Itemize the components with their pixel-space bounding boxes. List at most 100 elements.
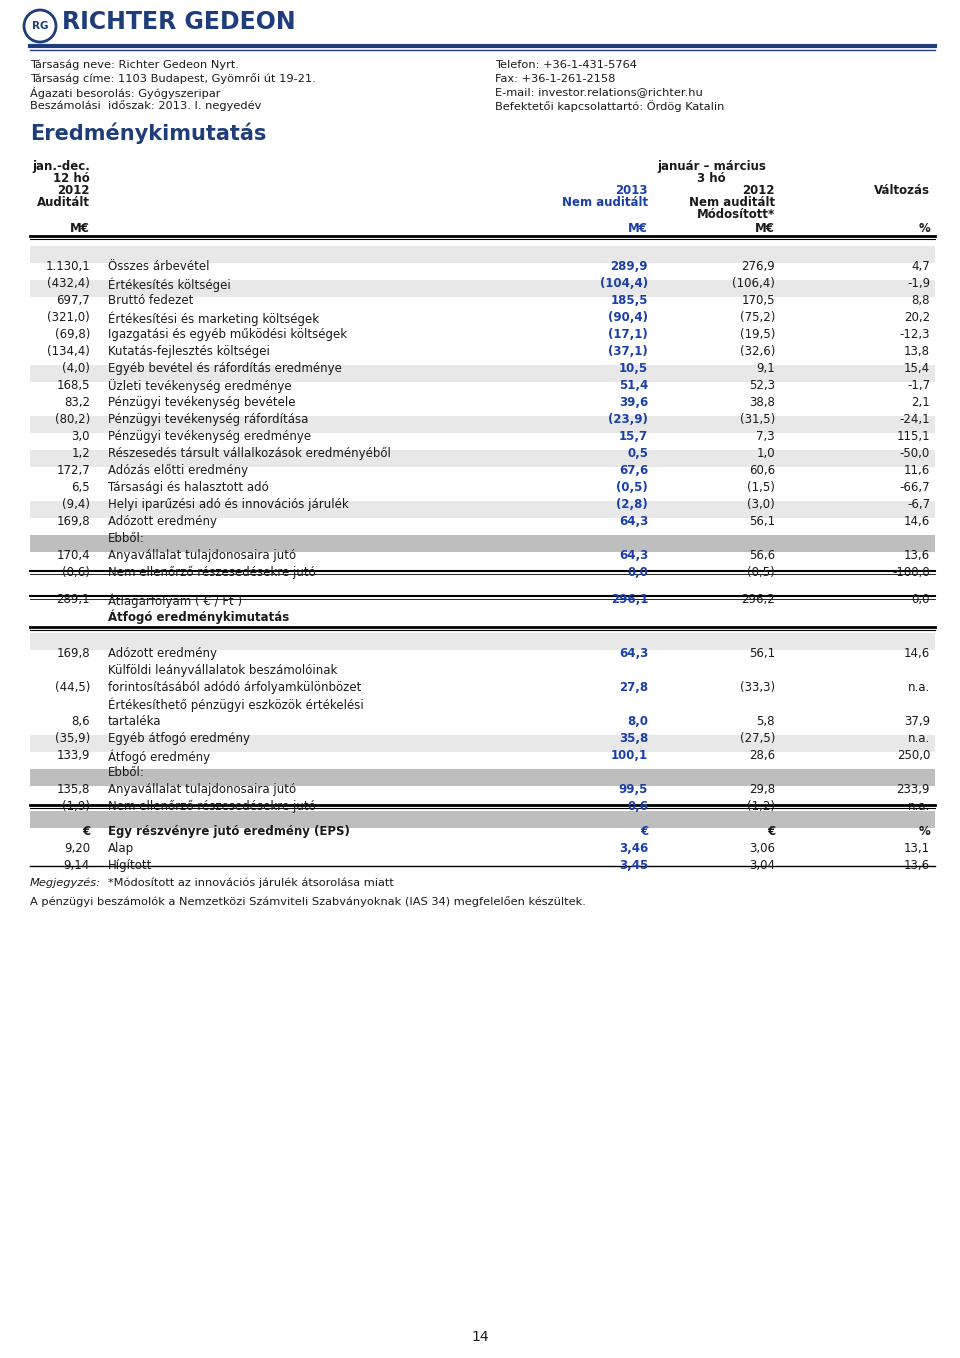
Text: 0,0: 0,0 xyxy=(627,566,648,579)
Text: -100,0: -100,0 xyxy=(892,566,930,579)
Text: (134,4): (134,4) xyxy=(47,345,90,359)
Text: 5,8: 5,8 xyxy=(756,716,775,728)
Text: Egy részvényre jutó eredmény (EPS): Egy részvényre jutó eredmény (EPS) xyxy=(108,826,349,838)
Text: -1,7: -1,7 xyxy=(907,379,930,392)
Text: 2012: 2012 xyxy=(58,183,90,197)
Text: 2012: 2012 xyxy=(742,183,775,197)
Text: (23,9): (23,9) xyxy=(608,413,648,426)
Text: 170,5: 170,5 xyxy=(741,293,775,307)
Text: 233,9: 233,9 xyxy=(897,784,930,796)
Text: €: € xyxy=(640,826,648,838)
Text: 8,6: 8,6 xyxy=(71,716,90,728)
Text: 28,6: 28,6 xyxy=(749,750,775,762)
Bar xyxy=(30,501,935,517)
Text: 276,9: 276,9 xyxy=(741,259,775,273)
Text: 135,8: 135,8 xyxy=(57,784,90,796)
Text: 296,2: 296,2 xyxy=(741,593,775,606)
Text: 27,8: 27,8 xyxy=(619,680,648,694)
Text: 56,6: 56,6 xyxy=(749,549,775,562)
Text: 169,8: 169,8 xyxy=(57,515,90,528)
Text: Pénzügyi tevékenység eredménye: Pénzügyi tevékenység eredménye xyxy=(108,430,311,443)
Text: Pénzügyi tevékenység ráfordítása: Pénzügyi tevékenység ráfordítása xyxy=(108,413,308,426)
Text: 9,20: 9,20 xyxy=(64,842,90,856)
Text: 83,2: 83,2 xyxy=(64,397,90,409)
Text: 12 hó: 12 hó xyxy=(53,172,90,185)
Bar xyxy=(30,535,935,551)
Text: M€: M€ xyxy=(756,221,775,235)
Text: Ebből:: Ebből: xyxy=(108,766,145,779)
Text: Adózott eredmény: Adózott eredmény xyxy=(108,515,217,528)
Text: Átfogó eredménykimutatás: Átfogó eredménykimutatás xyxy=(108,610,289,625)
Text: -24,1: -24,1 xyxy=(900,413,930,426)
Bar xyxy=(30,449,935,467)
Text: 3 hó: 3 hó xyxy=(697,172,726,185)
Text: 64,3: 64,3 xyxy=(619,515,648,528)
Text: 168,5: 168,5 xyxy=(57,379,90,392)
Text: 20,2: 20,2 xyxy=(904,311,930,325)
Text: (19,5): (19,5) xyxy=(739,329,775,341)
Text: RICHTER GEDEON: RICHTER GEDEON xyxy=(62,10,296,34)
Bar xyxy=(30,735,935,752)
Text: 3,0: 3,0 xyxy=(71,430,90,443)
Text: (44,5): (44,5) xyxy=(55,680,90,694)
Text: 60,6: 60,6 xyxy=(749,464,775,477)
Text: n.a.: n.a. xyxy=(908,680,930,694)
Text: M€: M€ xyxy=(70,221,90,235)
Text: 9,14: 9,14 xyxy=(63,860,90,872)
Text: 15,4: 15,4 xyxy=(904,363,930,375)
Text: 14: 14 xyxy=(471,1329,489,1344)
Text: (0,5): (0,5) xyxy=(616,481,648,494)
Text: Igazgatási és egyéb működési költségek: Igazgatási és egyéb működési költségek xyxy=(108,329,348,341)
Text: Nem ellenőrző részesedésekre jutó: Nem ellenőrző részesedésekre jutó xyxy=(108,566,316,579)
Text: (432,4): (432,4) xyxy=(47,277,90,291)
Text: n.a.: n.a. xyxy=(908,732,930,746)
Text: (17,1): (17,1) xyxy=(609,329,648,341)
Text: 52,3: 52,3 xyxy=(749,379,775,392)
Text: Változás: Változás xyxy=(874,183,930,197)
Text: Fax: +36-1-261-2158: Fax: +36-1-261-2158 xyxy=(495,73,615,83)
Text: Alap: Alap xyxy=(108,842,134,856)
Text: Nem ellenőrző részesedésekre jutó: Nem ellenőrző részesedésekre jutó xyxy=(108,800,316,813)
Text: 6,5: 6,5 xyxy=(71,481,90,494)
Text: %: % xyxy=(919,221,930,235)
Text: M€: M€ xyxy=(628,221,648,235)
Text: 13,6: 13,6 xyxy=(904,860,930,872)
Text: Külföldi leányvállalatok beszámolóinak: Külföldi leányvállalatok beszámolóinak xyxy=(108,664,337,678)
Text: *Módosított az innovációs járulék átsorolása miatt: *Módosított az innovációs járulék átsoro… xyxy=(108,879,394,888)
Bar xyxy=(30,365,935,382)
Text: Eredménykimutatás: Eredménykimutatás xyxy=(30,122,266,144)
Text: (1,9): (1,9) xyxy=(62,800,90,813)
Text: Társaság neve: Richter Gedeon Nyrt.: Társaság neve: Richter Gedeon Nyrt. xyxy=(30,60,239,71)
Text: Társasági és halasztott adó: Társasági és halasztott adó xyxy=(108,481,269,494)
Text: (321,0): (321,0) xyxy=(47,311,90,325)
Text: (33,3): (33,3) xyxy=(740,680,775,694)
Text: 29,8: 29,8 xyxy=(749,784,775,796)
Text: Auditált: Auditált xyxy=(37,196,90,209)
Text: (9,4): (9,4) xyxy=(62,498,90,511)
Text: 56,1: 56,1 xyxy=(749,646,775,660)
Bar xyxy=(30,769,935,786)
Text: Befektetői kapcsolattartó: Ördög Katalin: Befektetői kapcsolattartó: Ördög Katalin xyxy=(495,100,725,113)
Text: Megjegyzés:: Megjegyzés: xyxy=(30,879,101,888)
Bar xyxy=(30,246,935,263)
Text: -50,0: -50,0 xyxy=(900,447,930,460)
Text: 172,7: 172,7 xyxy=(57,464,90,477)
Text: Pénzügyi tevékenység bevétele: Pénzügyi tevékenység bevétele xyxy=(108,397,296,409)
Text: 185,5: 185,5 xyxy=(611,293,648,307)
Text: E-mail: investor.relations@richter.hu: E-mail: investor.relations@richter.hu xyxy=(495,87,703,96)
Text: Telefon: +36-1-431-5764: Telefon: +36-1-431-5764 xyxy=(495,60,636,71)
Bar xyxy=(30,280,935,297)
Text: (1,2): (1,2) xyxy=(747,800,775,813)
Text: (1,5): (1,5) xyxy=(747,481,775,494)
Text: 1,2: 1,2 xyxy=(71,447,90,460)
Text: 2013: 2013 xyxy=(615,183,648,197)
Text: Bruttó fedezet: Bruttó fedezet xyxy=(108,293,193,307)
Text: (32,6): (32,6) xyxy=(739,345,775,359)
Text: -12,3: -12,3 xyxy=(900,329,930,341)
Text: (90,4): (90,4) xyxy=(608,311,648,325)
Text: 1,0: 1,0 xyxy=(756,447,775,460)
Text: 14,6: 14,6 xyxy=(903,515,930,528)
Text: tartaléka: tartaléka xyxy=(108,716,161,728)
Text: 3,04: 3,04 xyxy=(749,860,775,872)
Text: Egyéb átfogó eredmény: Egyéb átfogó eredmény xyxy=(108,732,250,746)
